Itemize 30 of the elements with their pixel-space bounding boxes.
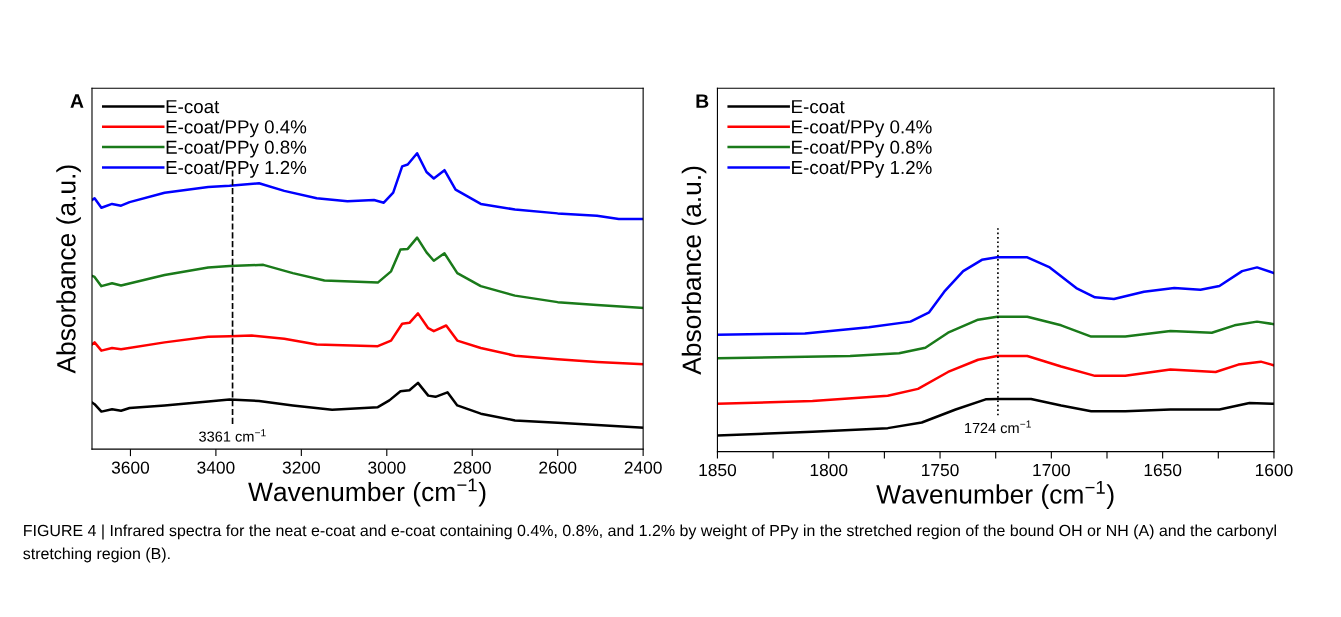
legend-label: E-coat: [166, 100, 220, 114]
x-tick-label: 2800: [453, 461, 491, 474]
x-tick-label: 1750: [922, 463, 959, 477]
x-tick-label: 1600: [1255, 463, 1293, 477]
legend-label: E-coat/PPy 1.2%: [792, 160, 932, 178]
x-tick-label: 3200: [282, 461, 320, 474]
x-tick-label: 2600: [539, 461, 577, 474]
legend-label: E-coat/PPy 0.4%: [166, 119, 307, 138]
x-tick-label: 3000: [368, 461, 406, 474]
x-tick-label: 1800: [810, 463, 848, 477]
legend-label: E-coat/PPy 0.8%: [792, 140, 932, 158]
x-tick-label: 1700: [1033, 463, 1070, 477]
x-tick-label: 1850: [699, 463, 737, 477]
text: A: [70, 94, 84, 108]
x-tick-label: 3400: [197, 461, 235, 474]
x-axis-title: Wavenumber (cm$^{−1}$): [876, 481, 1114, 509]
x-tick-label: 3600: [111, 461, 150, 474]
legend-label: E-coat/PPy 1.2%: [166, 160, 307, 178]
legend-label: E-coat/PPy 0.8%: [166, 140, 307, 158]
ref-line-label: 3361 cm$^{−1}$: [199, 429, 266, 442]
legend-label: E-coat/PPy 0.4%: [792, 119, 932, 138]
ref-line-label: 1724 cm$^{−1}$: [965, 420, 1031, 434]
text: B: [696, 94, 709, 108]
x-axis-title: Wavenumber (cm$^{−1}$): [248, 478, 486, 507]
legend-label: E-coat: [792, 100, 845, 114]
y-axis-title: Absorbance (a.u.): [681, 166, 707, 375]
x-tick-label: 2400: [624, 461, 662, 474]
x-tick-label: 1650: [1144, 463, 1182, 477]
caption: FIGURE 4 | Infrared spectra for the neat e-coat and e-coat containing 0.4%, 0.8%, and 1.2% by weight of PPy in the stretched region of the bound OH or NH (A) and the carbonyl stretching region (B).: [23, 524, 1276, 563]
y-axis-title: Absorbance (a.u.): [56, 165, 81, 374]
